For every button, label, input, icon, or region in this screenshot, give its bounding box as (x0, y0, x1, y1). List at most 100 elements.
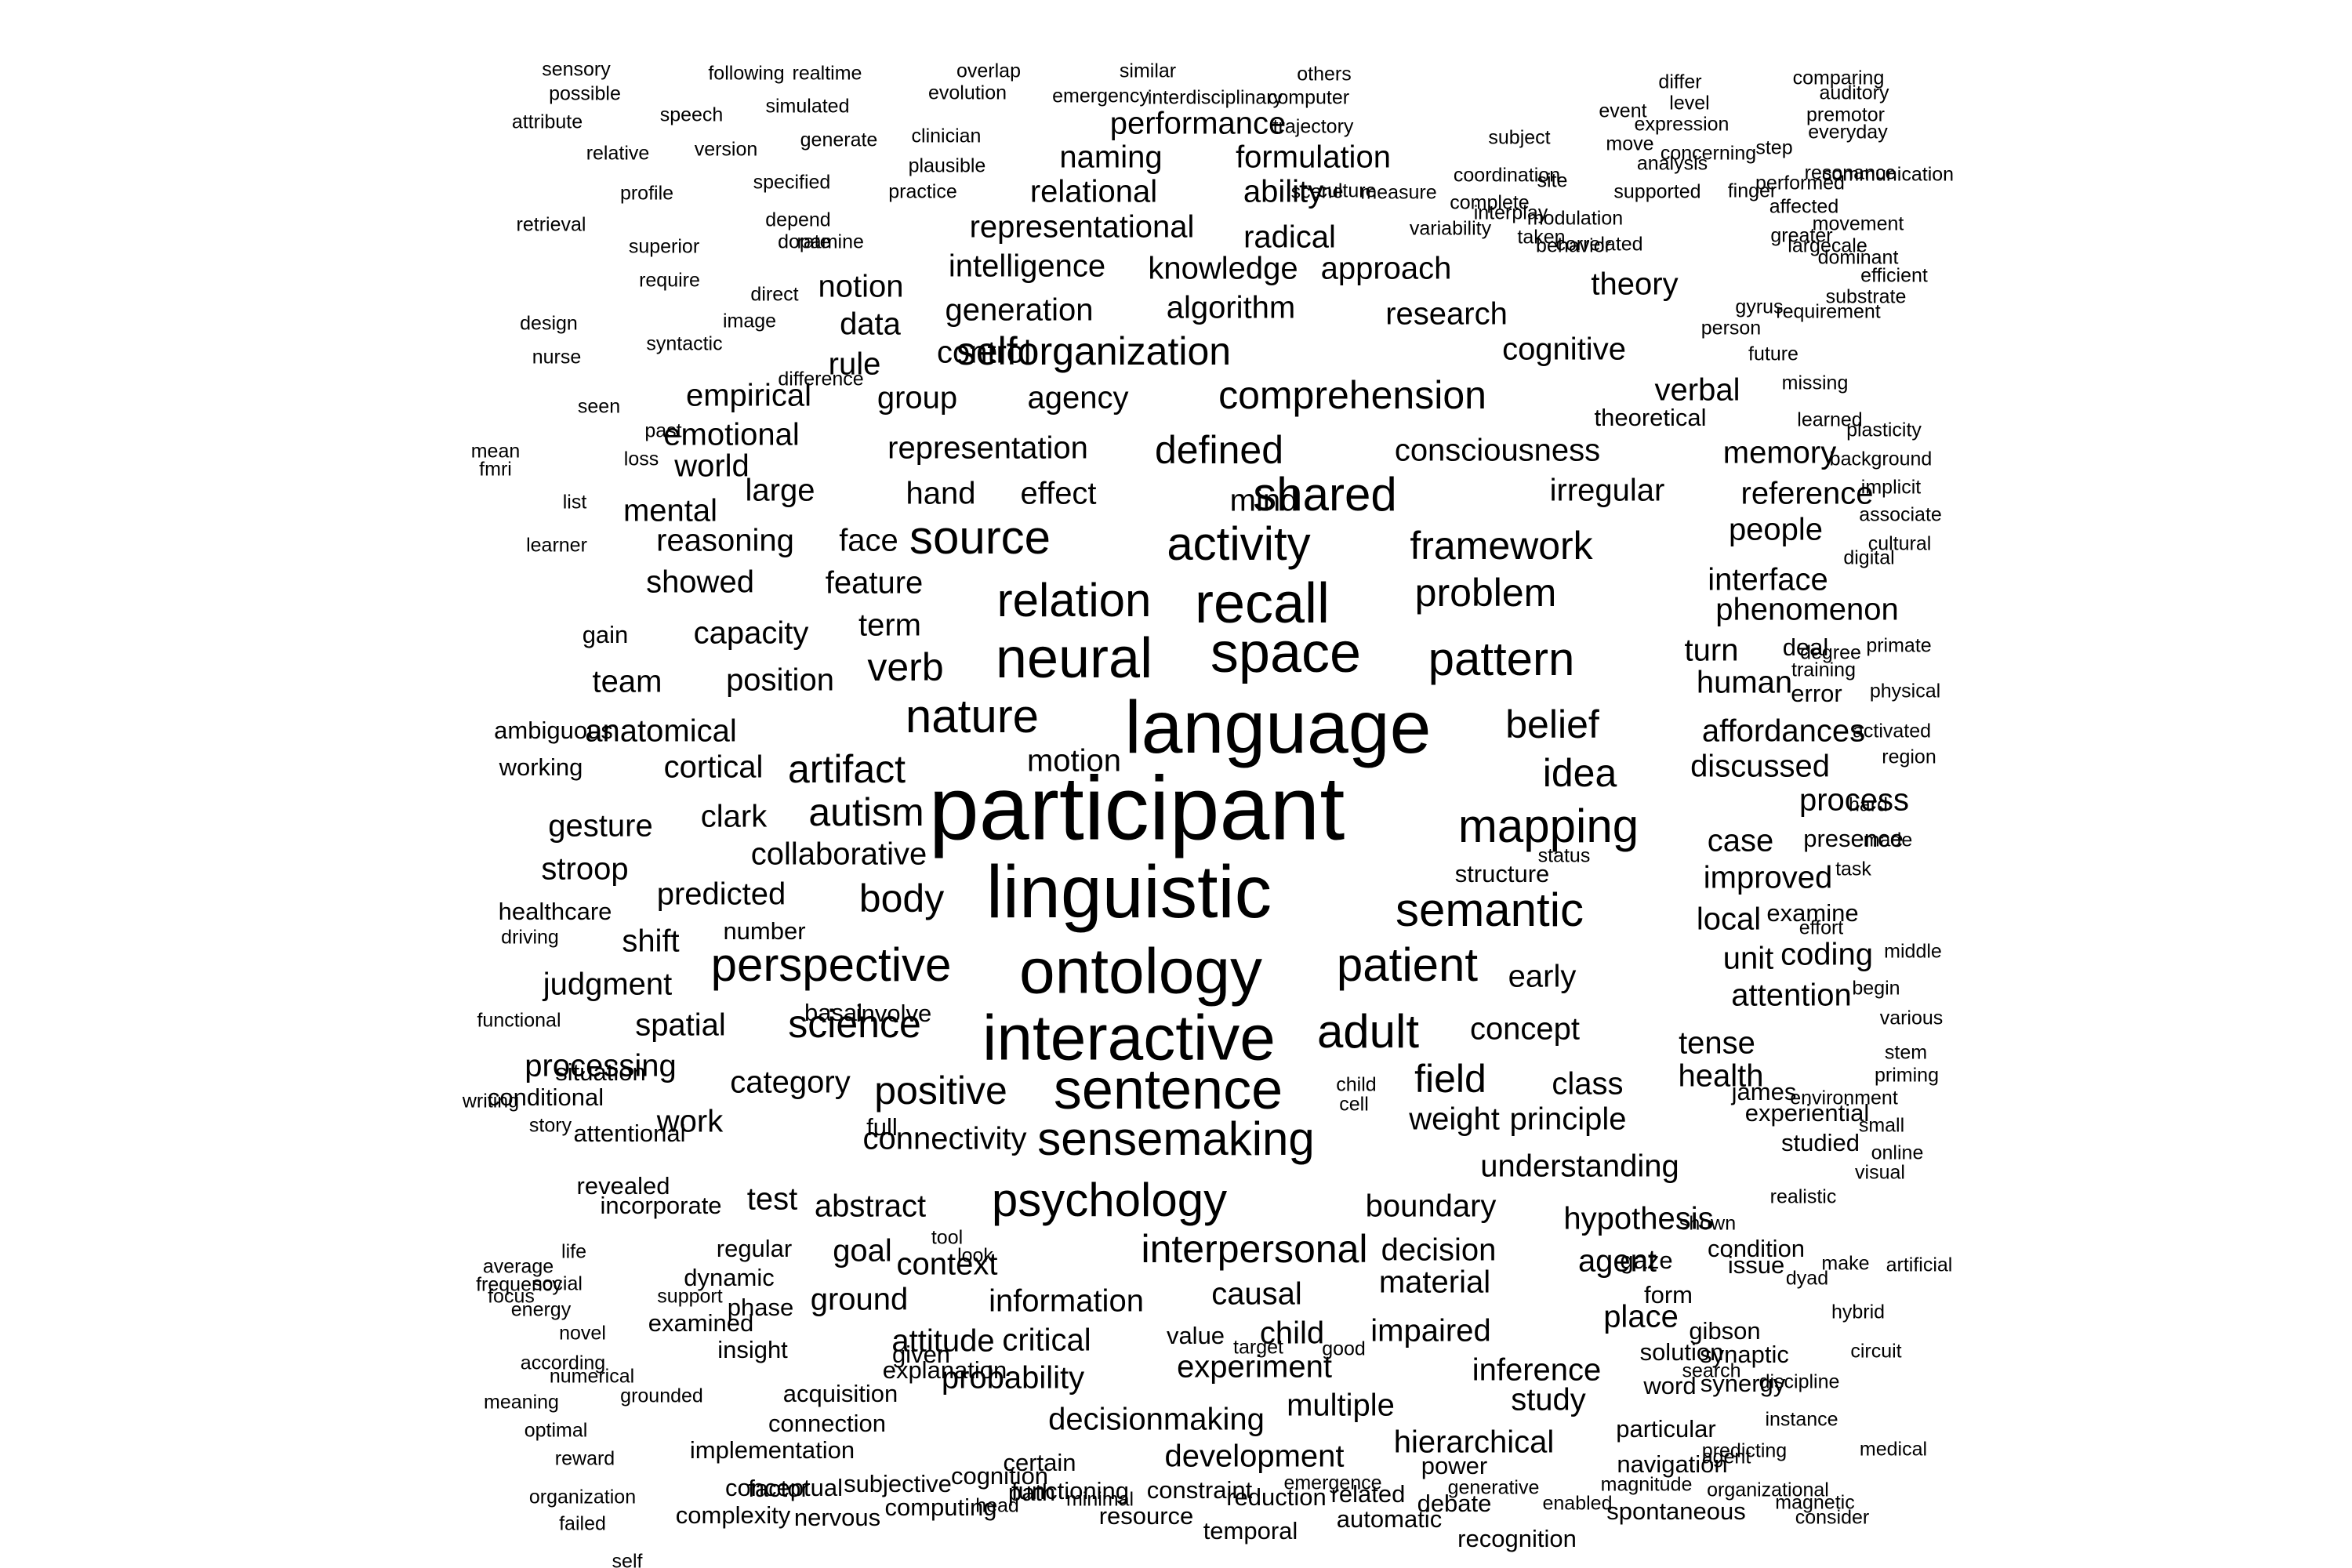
word-shown: shown (1679, 1213, 1736, 1235)
word-according: according (521, 1352, 605, 1374)
word-interplay: interplay (1474, 202, 1548, 224)
word-hard: hard (1849, 794, 1888, 816)
word-depend: depend (765, 209, 830, 231)
word-performance: performance (1110, 107, 1287, 141)
word-radical: radical (1243, 220, 1336, 255)
word-circuit: circuit (1850, 1341, 1901, 1363)
word-number: number (723, 917, 805, 945)
word-frequency: frequency (476, 1274, 562, 1296)
word-taken: taken (1517, 227, 1565, 249)
word-cortical: cortical (664, 750, 764, 785)
word-positive: positive (874, 1069, 1007, 1112)
word-rate: rate (797, 231, 830, 253)
word-expression: expression (1635, 114, 1730, 136)
word-early: early (1508, 960, 1577, 994)
word-small: small (1859, 1115, 1904, 1137)
word-event: event (1599, 100, 1646, 122)
word-plasticity: plasticity (1846, 419, 1922, 441)
word-semantic: semantic (1396, 884, 1584, 936)
word-nurse: nurse (532, 347, 582, 368)
word-improved: improved (1704, 861, 1833, 895)
word-reduction: reduction (1226, 1483, 1327, 1511)
word-focus: focus (488, 1286, 535, 1308)
word-examine: examine (1766, 899, 1858, 927)
word-hypothesis: hypothesis (1563, 1202, 1713, 1236)
word-communication: communication (1822, 164, 1954, 186)
word-organizational: organizational (1707, 1479, 1829, 1501)
word-made: made (1864, 829, 1913, 851)
word-enabled: enabled (1543, 1493, 1613, 1515)
word-learner: learner (526, 535, 587, 557)
word-connectivity: connectivity (863, 1122, 1027, 1156)
word-implicit: implicit (1861, 477, 1921, 499)
word-unit: unit (1723, 942, 1774, 976)
word-case: case (1708, 824, 1774, 858)
word-possible: possible (549, 83, 621, 105)
word-medical: medical (1860, 1439, 1927, 1461)
word-discussed: discussed (1690, 750, 1830, 784)
word-collaborative: collaborative (751, 837, 927, 872)
word-everyday: everyday (1808, 122, 1888, 143)
word-energy: energy (511, 1299, 572, 1321)
word-ability: ability (1243, 175, 1323, 209)
word-emotional: emotional (663, 418, 799, 452)
word-autism: autism (808, 790, 924, 834)
word-activated: activated (1853, 720, 1931, 742)
word-information: information (989, 1284, 1144, 1319)
word-local: local (1697, 902, 1761, 937)
word-group: group (877, 381, 957, 416)
word-navigation: navigation (1617, 1450, 1727, 1478)
word-cell: cell (1339, 1094, 1369, 1116)
word-implementation: implementation (690, 1436, 855, 1464)
word-minimal: minimal (1066, 1489, 1134, 1511)
word-studied: studied (1781, 1129, 1860, 1156)
word-certain: certain (1003, 1449, 1076, 1476)
word-perspective: perspective (711, 938, 952, 991)
word-tense: tense (1679, 1026, 1755, 1061)
word-hierarchical: hierarchical (1394, 1425, 1555, 1460)
word-overlap: overlap (956, 60, 1021, 82)
word-interdisciplinary: interdisciplinary (1148, 87, 1283, 109)
word-consciousness: consciousness (1395, 434, 1600, 468)
word-task: task (1835, 858, 1871, 880)
word-missing: missing (1782, 372, 1849, 394)
word-spontaneous: spontaneous (1606, 1497, 1746, 1525)
word-digital: digital (1843, 547, 1894, 569)
word-resonance: resonance (1805, 162, 1896, 184)
word-presence: presence (1803, 825, 1904, 852)
word-attention: attention (1731, 978, 1851, 1013)
word-ambiguous: ambiguous (494, 717, 613, 744)
word-retrieval: retrieval (517, 214, 586, 236)
word-seen: seen (578, 396, 620, 418)
word-belief: belief (1505, 702, 1599, 746)
word-reference: reference (1741, 477, 1874, 511)
word-affected: affected (1769, 196, 1839, 218)
word-experiential: experiential (1745, 1099, 1870, 1127)
word-source: source (909, 511, 1051, 564)
word-evolution: evolution (928, 82, 1007, 104)
word-concept: concept (1470, 1012, 1580, 1047)
word-magnetic: magnetic (1775, 1492, 1854, 1514)
word-particular: particular (1616, 1415, 1716, 1443)
word-scene: scene (1291, 181, 1344, 203)
word-require: require (639, 270, 700, 292)
word-rule: rule (829, 347, 881, 382)
word-revealed: revealed (577, 1172, 670, 1200)
word-clinician: clinician (912, 125, 982, 147)
word-functioning: functioning (1011, 1477, 1129, 1504)
word-supported: supported (1613, 181, 1700, 203)
word-irregular: irregular (1550, 474, 1665, 508)
word-tool: tool (931, 1227, 963, 1249)
word-theory: theory (1591, 267, 1678, 302)
word-step: step (1755, 137, 1792, 159)
word-conceptual: conceptual (725, 1474, 843, 1501)
word-algorithm: algorithm (1167, 291, 1296, 325)
word-driving: driving (501, 927, 559, 949)
word-hand: hand (906, 477, 976, 511)
word-look: look (957, 1245, 993, 1267)
word-term: term (858, 608, 921, 643)
word-writing: writing (462, 1091, 519, 1112)
word-good: good (1322, 1338, 1366, 1360)
word-situation: situation (555, 1058, 645, 1086)
word-average: average (483, 1256, 554, 1278)
